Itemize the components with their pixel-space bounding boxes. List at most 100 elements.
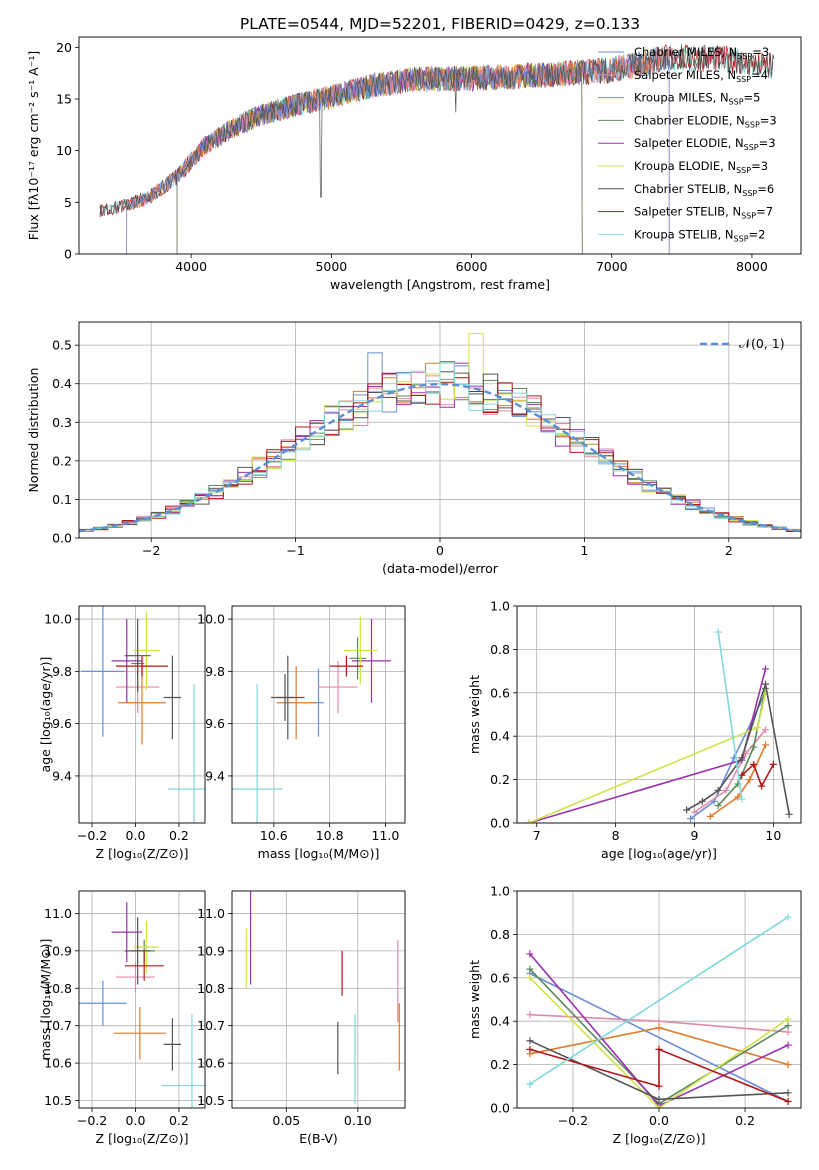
weight-marker: [655, 1045, 663, 1053]
age_vs_Z-ylabel: age [log₁₀(age/yr)]: [38, 657, 53, 773]
axes-frame: [516, 890, 802, 1109]
x-tick-label: 5000: [315, 259, 347, 274]
y-tick-label: 9.4: [52, 768, 72, 783]
y-tick-label: 10.5: [197, 1093, 225, 1108]
weight_vs_age-plot-area: [525, 628, 793, 823]
y-tick-label: 0.5: [52, 338, 72, 353]
axes-frame: [78, 890, 206, 1109]
y-tick-label: 15: [56, 92, 72, 107]
errorbar-point: [161, 1014, 205, 1108]
y-tick-label: 0.2: [490, 772, 510, 787]
errorbar-point: [111, 619, 142, 703]
weight-marker: [762, 680, 769, 688]
weight-marker: [526, 1080, 534, 1088]
weight-marker: [526, 1037, 534, 1045]
age_vs_Z-xlabel: Z [log₁₀(Z/Z⊙)]: [96, 846, 189, 861]
mass_vs_EBV-plot-area: [245, 891, 400, 1105]
y-tick-label: 20: [56, 40, 72, 55]
weight_vs_age-ylabel: mass weight: [467, 675, 482, 754]
weight-marker: [714, 628, 722, 636]
residuals-xlabel: (data-model)/error: [382, 561, 499, 576]
errorbar-point: [329, 655, 364, 677]
mass_vs_EBV-xlabel: E(B-V): [299, 1131, 338, 1146]
errorbar-point: [81, 606, 125, 737]
legend-label: Salpeter STELIB, NSSP=7: [634, 205, 773, 221]
y-tick-label: 9.6: [52, 716, 72, 731]
errorbar-point: [113, 1006, 166, 1060]
y-tick-label: 0.6: [490, 685, 510, 700]
spectrum-line-chabrier-stelib: [99, 44, 775, 217]
y-tick-label: 1.0: [490, 884, 510, 899]
weight-marker: [738, 771, 746, 779]
weight-marker: [655, 1082, 663, 1090]
y-tick-label: 10.5: [44, 1093, 72, 1108]
x-tick-label: 8: [612, 828, 620, 843]
weight-marker: [722, 786, 730, 794]
age_vs_mass-axes: 10.6 10.8 11.0 9.4 9.6 9.8 10.0 mass [log₁₀(M/M…: [197, 605, 406, 861]
weight-marker: [683, 806, 691, 814]
weight-marker: [784, 1061, 792, 1069]
y-tick-label: 11.0: [197, 906, 225, 921]
x-tick-label: 2: [725, 543, 733, 558]
y-tick-label: 9.4: [205, 768, 225, 783]
y-tick-label: 0.4: [490, 1014, 510, 1029]
y-tick-label: 0.2: [52, 453, 72, 468]
residuals-ylabel: Normed distribution: [26, 368, 41, 493]
x-tick-label: −0.2: [558, 1113, 588, 1128]
y-tick-label: 0: [64, 247, 72, 262]
x-tick-label: 10.6: [260, 828, 288, 843]
weight-marker: [784, 1015, 792, 1023]
weight-line-salpeter-miles: [694, 729, 767, 813]
y-tick-label: 10.6: [44, 1056, 72, 1071]
y-tick-label: 10.0: [44, 612, 72, 627]
weight-line-kroupa-miles: [709, 744, 767, 818]
x-tick-label: −1: [286, 543, 304, 558]
spectrum-legend: Chabrier MILES, NSSP=3 Salpeter MILES, NS…: [598, 45, 777, 243]
weight-marker: [714, 802, 722, 810]
errorbar-point: [124, 917, 151, 985]
legend-label: Chabrier MILES, NSSP=3: [634, 45, 769, 61]
weight-marker: [526, 974, 534, 982]
y-tick-label: 10.9: [197, 943, 225, 958]
residuals-axes: −2 −1 0 1 2 0.0 0.1 0.2 0.3 0.4 0.5 (data-model)/er…: [26, 321, 802, 576]
age_vs_mass-plot-area: [232, 616, 392, 823]
figure-title: PLATE=0544, MJD=52201, FIBERID=0429, z=0…: [240, 15, 640, 33]
errorbar-point: [276, 666, 316, 740]
x-tick-label: 9: [691, 828, 699, 843]
weight-marker: [750, 743, 758, 751]
x-tick-label: 0.0: [126, 828, 146, 843]
weight-marker: [687, 815, 695, 823]
x-tick-label: −0.2: [77, 828, 107, 843]
y-tick-label: 1.0: [490, 599, 510, 614]
errorbar-point: [163, 655, 182, 740]
weight-marker: [706, 812, 714, 820]
weight-marker: [526, 1011, 534, 1019]
x-tick-label: 0.10: [344, 1113, 372, 1128]
x-tick-label: 10.8: [316, 828, 344, 843]
spectrum-axes: 4000 5000 6000 7000 8000 0 5 10 15 20 wavelength […: [26, 36, 802, 292]
weight-marker: [784, 1097, 792, 1105]
weight-marker: [762, 741, 769, 749]
x-tick-label: 11.0: [372, 828, 400, 843]
errorbar-point: [124, 619, 151, 693]
weight-line-salpeter-stelib: [529, 1048, 789, 1103]
errorbar-point: [343, 616, 378, 685]
x-tick-label: −2: [142, 543, 160, 558]
x-tick-label: 0.05: [272, 1113, 300, 1128]
y-tick-label: 9.8: [205, 664, 225, 679]
weight-marker: [784, 913, 792, 921]
weight-marker: [769, 760, 777, 768]
weight-marker: [526, 950, 534, 958]
y-tick-label: 9.8: [52, 664, 72, 679]
x-tick-label: 6000: [456, 259, 488, 274]
legend-label: Chabrier ELODIE, NSSP=3: [634, 113, 777, 129]
weight-marker: [784, 1022, 792, 1030]
weight-line-chabrier-stelib: [686, 683, 790, 815]
axes-frame: [78, 36, 802, 255]
weight-marker: [655, 1095, 663, 1103]
weight-marker: [691, 808, 698, 816]
spectrum-ylabel: Flux [fλ10⁻¹⁷ erg cm⁻² s⁻¹ A⁻¹]: [26, 51, 41, 240]
weight-marker: [734, 793, 742, 801]
normal-curve: [79, 382, 801, 533]
y-tick-label: 0.6: [490, 970, 510, 985]
